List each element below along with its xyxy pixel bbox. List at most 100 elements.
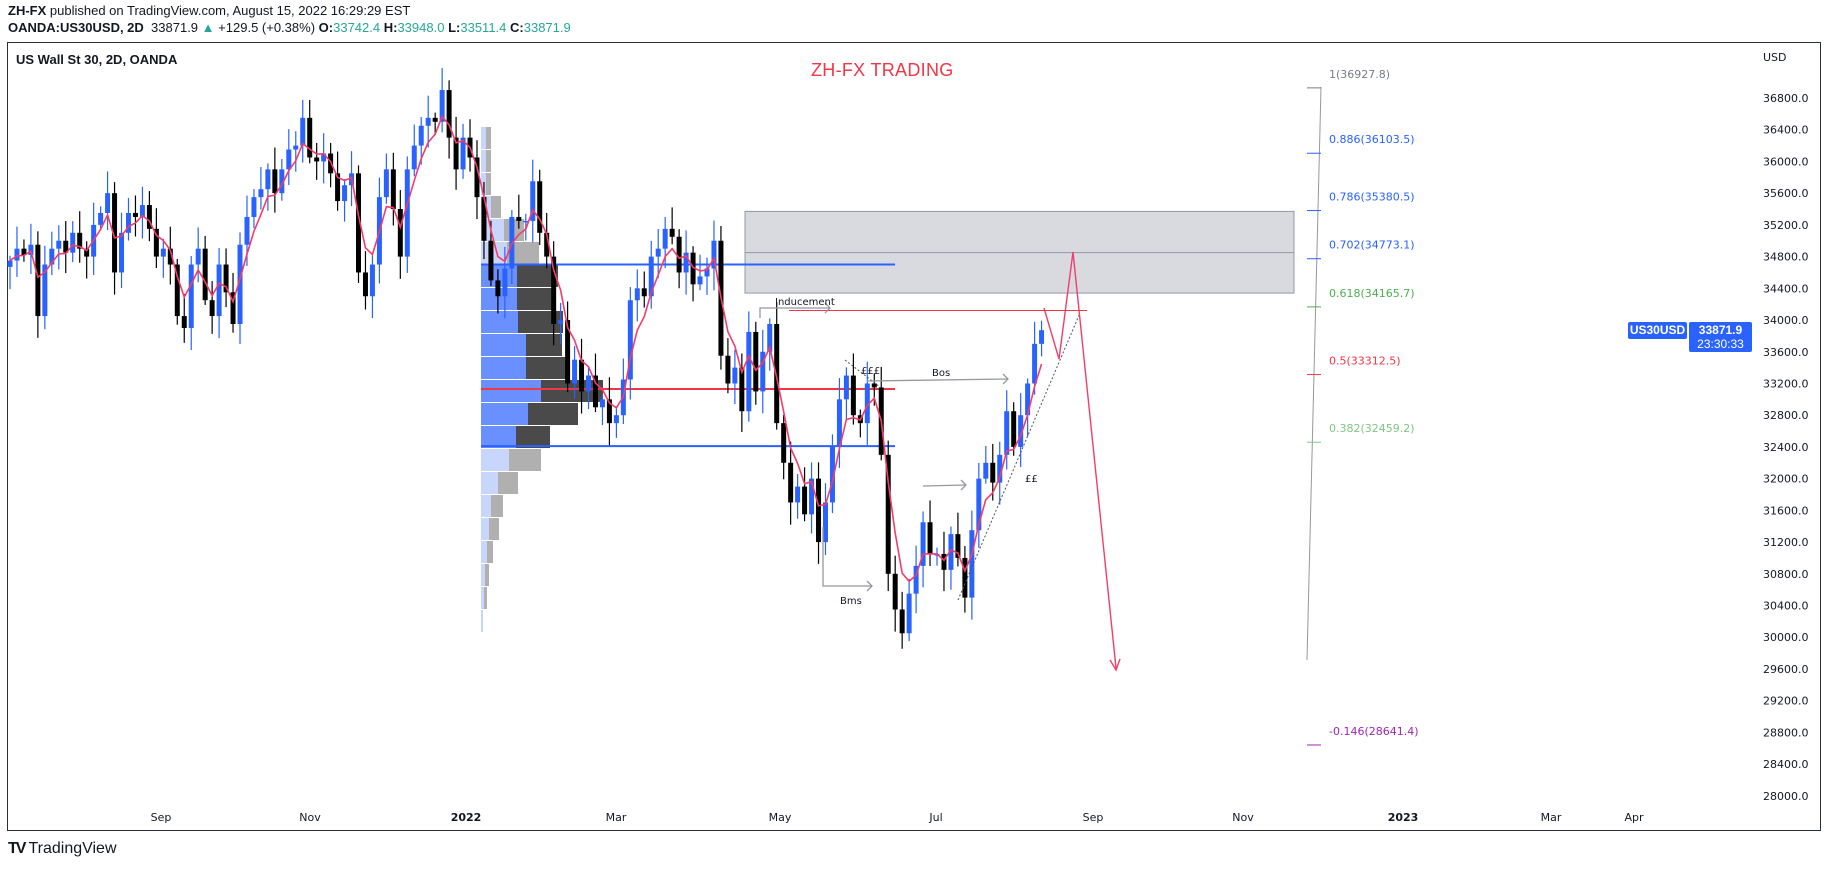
candle [28,244,34,256]
volume-profile-down-bar [491,196,501,218]
price-axis-tick: 30400.0 [1763,600,1809,613]
candle [293,145,299,150]
volume-profile-up-bar [481,426,516,448]
volume-profile-down-bar [509,449,541,471]
candle [704,268,710,277]
candle [829,446,835,503]
candle [202,248,208,301]
volume-profile-up-bar [481,150,486,172]
candle [258,189,264,198]
time-axis-tick: Sep [1083,811,1104,824]
price-axis-tick: 34400.0 [1763,282,1809,295]
candle [425,117,431,126]
high-label: H: [383,20,398,35]
candle [453,137,459,170]
volume-profile-up-bar [481,472,498,494]
candle [397,209,403,257]
volume-profile-down-bar [486,150,491,172]
candle [983,462,989,479]
time-axis-tick: Jul [928,811,942,824]
volume-profile-down-bar [526,334,562,356]
candle [551,256,557,325]
candle [788,462,794,503]
candle [892,573,898,610]
chart-frame[interactable] [7,42,1821,831]
time-axis-tick: Nov [299,811,321,824]
candle [655,248,661,257]
volume-profile-down-bar [484,587,487,609]
candle [404,169,410,257]
candle [112,193,118,273]
time-axis-tick: 2023 [1388,811,1419,824]
volume-profile-down-bar [528,403,578,425]
candle [885,454,891,574]
candle [119,232,125,273]
candle [843,375,849,400]
candle [362,272,368,297]
candle [586,375,592,392]
open-label: O: [318,20,334,35]
price-axis-tick: 34000.0 [1763,314,1809,327]
candle [592,375,598,408]
volume-profile-up-bar [481,610,483,632]
projection-path [1043,251,1117,669]
fib-level-label: 0.702(34773.1) [1329,239,1415,252]
candle [976,478,982,531]
candle [321,153,327,162]
candle [342,185,348,202]
volume-profile-up-bar [481,219,504,241]
candle [446,90,452,138]
price-axis-tick: 30000.0 [1763,631,1809,644]
candle [132,212,138,217]
fib-level-label: 0.618(34165.7) [1329,287,1415,300]
volume-profile-down-bar [486,127,491,149]
price-axis-tick: 32400.0 [1763,441,1809,454]
price-axis-tick: 30800.0 [1763,568,1809,581]
candle [14,248,20,261]
time-axis-tick: May [769,811,792,824]
candle [390,169,396,210]
candle [307,117,313,158]
volume-profile-up-bar [481,564,485,586]
volume-profile-down-bar [489,518,499,540]
candle [474,157,480,198]
candle [432,117,438,122]
candle [565,320,571,384]
time-axis-tick: Sep [151,811,172,824]
volume-profile-up-bar [481,380,541,402]
time-axis-tick: Mar [606,811,627,824]
structure-arrow [922,484,967,487]
fib-level-label: 0.5(33312.5) [1329,355,1401,368]
projection-arrow-head [1109,658,1121,672]
volume-profile-up-bar [481,403,528,425]
volume-profile-down-bar [487,541,493,563]
candle [146,205,152,229]
time-axis-tick: Mar [1541,811,1562,824]
volume-profile-up-bar [481,311,518,333]
tradingview-logo[interactable]: TV TradingView [8,840,117,858]
candle [105,193,111,213]
candle [732,367,738,384]
fib-level-label: 1(36927.8) [1329,68,1390,81]
price-axis-tick: 29600.0 [1763,663,1809,676]
equal-lows-label: ££ [1025,474,1038,485]
candle [369,264,375,297]
candle [153,228,159,257]
tradingview-logo-icon: TV [8,840,27,857]
fib-level-label: 0.786(35380.5) [1329,191,1415,204]
candle [195,248,201,265]
candle [42,264,48,317]
price-axis-tick: 32800.0 [1763,409,1809,422]
open-value: 33742.4 [333,20,381,35]
price-axis-tick: 31200.0 [1763,536,1809,549]
price-axis-tick: 31600.0 [1763,504,1809,517]
candle [739,367,745,412]
candle [683,252,689,273]
price-axis-tick: 35200.0 [1763,219,1809,232]
candle [955,534,961,558]
candle [63,240,69,253]
candle [167,248,173,265]
candle [21,248,27,256]
candle [969,530,975,598]
